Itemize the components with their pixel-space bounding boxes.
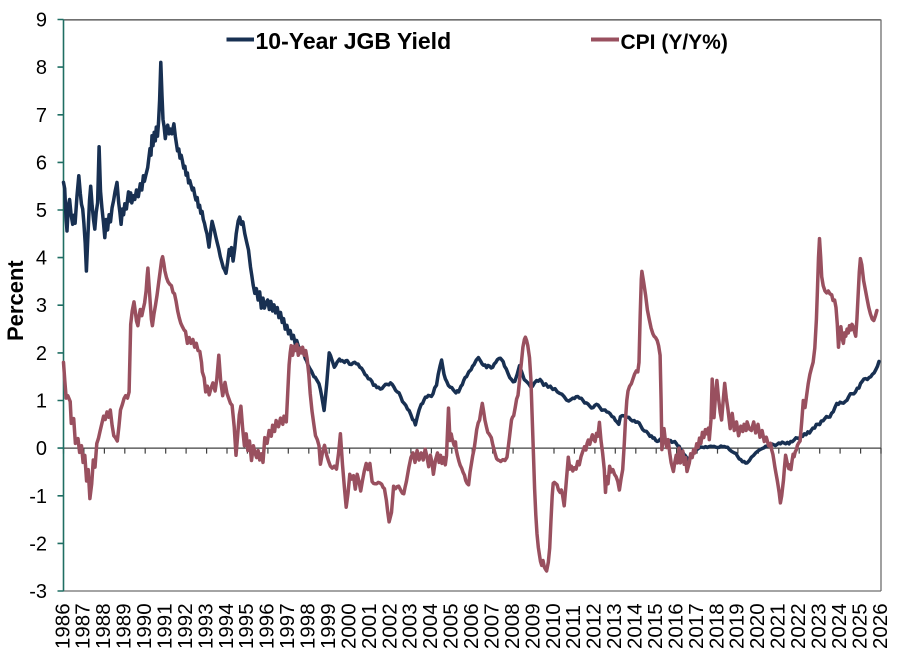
svg-text:1993: 1993 xyxy=(194,603,217,649)
svg-text:1998: 1998 xyxy=(297,603,320,649)
svg-text:1988: 1988 xyxy=(92,603,115,649)
svg-text:1992: 1992 xyxy=(174,603,197,649)
svg-text:2010: 2010 xyxy=(542,603,565,649)
svg-text:2008: 2008 xyxy=(501,603,524,649)
svg-text:Percent: Percent xyxy=(3,260,28,341)
svg-text:5: 5 xyxy=(36,200,47,222)
svg-text:2014: 2014 xyxy=(624,603,647,649)
svg-text:CPI (Y/Y%): CPI (Y/Y%) xyxy=(621,31,728,54)
svg-text:2018: 2018 xyxy=(705,603,728,649)
svg-text:2007: 2007 xyxy=(481,603,504,649)
svg-text:1: 1 xyxy=(36,391,47,413)
svg-text:2011: 2011 xyxy=(562,605,585,649)
svg-text:2012: 2012 xyxy=(583,603,606,649)
svg-text:7: 7 xyxy=(36,105,47,127)
svg-text:3: 3 xyxy=(36,295,47,317)
svg-text:9: 9 xyxy=(36,10,47,32)
svg-text:2023: 2023 xyxy=(808,603,831,649)
svg-text:1999: 1999 xyxy=(317,603,340,649)
svg-text:8: 8 xyxy=(36,57,47,79)
svg-text:1987: 1987 xyxy=(72,603,95,649)
svg-text:2009: 2009 xyxy=(521,603,544,649)
svg-text:2005: 2005 xyxy=(440,603,463,649)
svg-text:4: 4 xyxy=(36,248,47,270)
svg-text:2015: 2015 xyxy=(644,603,667,649)
svg-text:1995: 1995 xyxy=(235,603,258,649)
svg-text:1986: 1986 xyxy=(51,603,74,649)
svg-text:1990: 1990 xyxy=(133,603,156,649)
svg-text:-2: -2 xyxy=(29,533,47,555)
svg-text:2017: 2017 xyxy=(685,603,708,649)
svg-text:2: 2 xyxy=(36,343,47,365)
svg-text:2019: 2019 xyxy=(726,603,749,649)
svg-text:2021: 2021 xyxy=(767,603,790,649)
svg-text:2016: 2016 xyxy=(664,603,687,649)
svg-text:-3: -3 xyxy=(29,581,47,603)
svg-text:1989: 1989 xyxy=(113,603,136,649)
svg-text:2013: 2013 xyxy=(603,603,626,649)
svg-text:2020: 2020 xyxy=(746,603,769,649)
svg-text:2022: 2022 xyxy=(787,603,810,649)
svg-text:10-Year JGB Yield: 10-Year JGB Yield xyxy=(256,28,452,54)
svg-text:2003: 2003 xyxy=(399,603,422,649)
svg-text:1991: 1991 xyxy=(154,603,177,649)
svg-text:2000: 2000 xyxy=(337,603,360,649)
svg-text:1997: 1997 xyxy=(276,603,299,649)
svg-text:6: 6 xyxy=(36,152,47,174)
svg-text:0: 0 xyxy=(36,438,47,460)
svg-text:1994: 1994 xyxy=(215,603,238,649)
svg-text:2001: 2001 xyxy=(358,603,381,649)
svg-text:2025: 2025 xyxy=(848,603,871,649)
svg-text:2024: 2024 xyxy=(828,603,851,649)
svg-text:2006: 2006 xyxy=(460,603,483,649)
svg-text:-1: -1 xyxy=(29,486,47,508)
svg-text:2002: 2002 xyxy=(378,603,401,649)
svg-text:2004: 2004 xyxy=(419,603,442,649)
svg-text:1996: 1996 xyxy=(256,603,279,649)
svg-text:2026: 2026 xyxy=(869,603,892,649)
